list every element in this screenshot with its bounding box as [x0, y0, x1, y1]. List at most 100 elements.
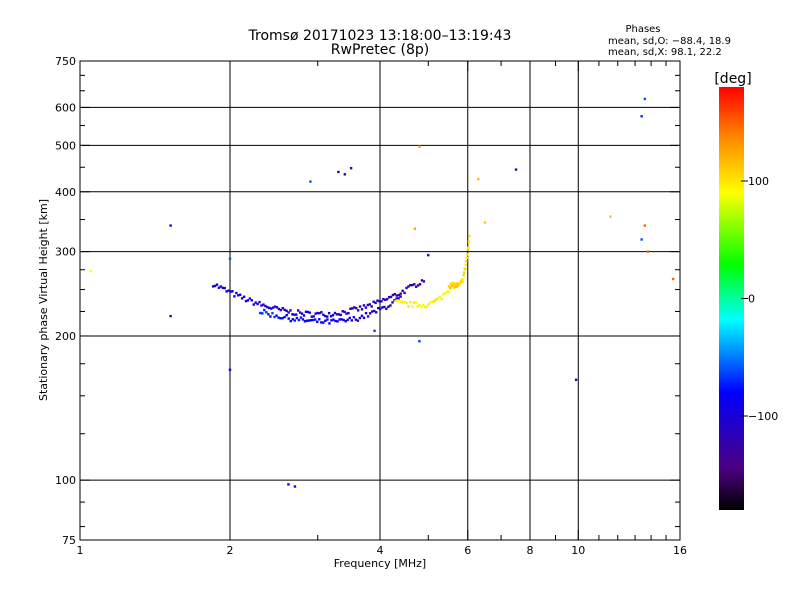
echo-point — [398, 300, 401, 303]
echo-point — [483, 221, 487, 224]
echo-point — [397, 297, 400, 300]
echo-point — [384, 298, 387, 302]
echo-point — [298, 311, 302, 314]
echo-point — [227, 289, 230, 292]
echo-point — [217, 286, 221, 289]
echo-point — [458, 282, 462, 286]
echo-point — [221, 286, 224, 290]
echo-point — [291, 313, 294, 316]
echo-point — [244, 299, 248, 303]
echo-point — [640, 115, 643, 118]
echo-point — [295, 313, 298, 316]
echo-point — [252, 303, 255, 306]
echo-points — [89, 97, 675, 488]
echo-point — [372, 309, 376, 313]
x-tick-label: 1 — [77, 544, 84, 557]
echo-point — [254, 301, 257, 304]
echo-point — [358, 305, 362, 308]
echo-point — [318, 318, 321, 321]
echo-point — [287, 317, 290, 320]
echo-point — [376, 299, 379, 302]
echo-point — [379, 307, 382, 311]
y-tick-label: 75 — [62, 534, 76, 547]
echo-point — [337, 170, 340, 174]
echo-point — [574, 378, 578, 381]
echo-point — [229, 290, 232, 293]
echo-point — [263, 308, 266, 312]
echo-point — [377, 306, 380, 310]
echo-point — [372, 300, 375, 303]
echo-point — [427, 303, 430, 306]
echo-point — [393, 292, 397, 296]
y-tick-label: 750 — [55, 55, 76, 68]
echo-point — [332, 318, 335, 321]
echo-point — [375, 311, 378, 314]
echo-point — [356, 319, 360, 322]
echo-point — [356, 309, 360, 312]
echo-point — [429, 301, 432, 304]
echo-point — [455, 285, 459, 288]
echo-point — [433, 300, 436, 303]
echo-point — [609, 215, 612, 218]
echo-point — [442, 293, 445, 296]
echo-point — [465, 256, 469, 260]
echo-point — [240, 297, 244, 300]
echo-point — [169, 314, 172, 318]
x-tick-labels: 1 2 4 6 8 10 16 — [77, 544, 688, 557]
echo-point — [362, 316, 366, 320]
echo-point — [395, 297, 398, 300]
echo-point — [333, 311, 337, 315]
echo-point — [223, 286, 226, 290]
echo-point — [383, 305, 386, 309]
echo-point — [169, 224, 172, 227]
echo-point — [322, 321, 325, 324]
echo-point — [418, 340, 421, 343]
echo-point — [291, 318, 294, 321]
echo-point — [399, 295, 402, 298]
echo-point — [344, 320, 347, 323]
y-tick-label: 500 — [55, 139, 76, 152]
chart-title: Tromsø 20171023 13:18:00–13:19:43 — [248, 28, 512, 44]
echo-point — [640, 238, 643, 241]
echo-point — [366, 315, 370, 318]
echo-point — [293, 485, 297, 488]
echo-point — [340, 318, 343, 321]
echo-point — [466, 248, 470, 251]
echo-point — [445, 290, 449, 293]
echo-point — [337, 313, 341, 316]
echo-point — [467, 240, 471, 244]
echo-point — [405, 301, 408, 305]
echo-point — [391, 293, 395, 297]
echo-point — [266, 305, 269, 309]
echo-point — [420, 279, 424, 282]
echo-point — [468, 234, 471, 238]
colorbar-tick-label: 100 — [748, 175, 769, 188]
echo-point — [438, 295, 441, 298]
echo-point — [374, 301, 377, 305]
echo-point — [444, 291, 447, 295]
echo-point — [225, 290, 228, 293]
echo-point — [237, 294, 240, 297]
echo-point — [410, 305, 414, 309]
echo-point — [394, 299, 397, 303]
echo-point — [339, 313, 342, 317]
echo-point — [250, 299, 254, 302]
echo-point — [273, 305, 277, 308]
echo-point — [235, 291, 238, 295]
echo-point — [456, 284, 460, 287]
echo-point — [407, 285, 410, 288]
echo-point — [260, 304, 263, 307]
echo-point — [401, 289, 404, 293]
echo-point — [215, 283, 219, 286]
echo-point — [211, 285, 215, 288]
echo-point — [336, 320, 339, 323]
echo-point — [418, 145, 421, 148]
echo-point — [342, 318, 345, 322]
echo-point — [320, 311, 323, 314]
echo-point — [268, 306, 271, 310]
echo-point — [328, 322, 331, 325]
colorbar-tick-label: 0 — [748, 293, 755, 306]
echo-point — [355, 306, 358, 310]
echo-point — [248, 297, 252, 300]
